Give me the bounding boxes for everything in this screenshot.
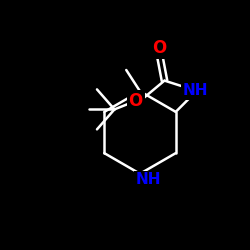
Text: O: O: [128, 92, 143, 110]
Text: NH: NH: [136, 172, 162, 188]
Text: O: O: [152, 39, 166, 57]
Text: NH: NH: [183, 83, 208, 98]
